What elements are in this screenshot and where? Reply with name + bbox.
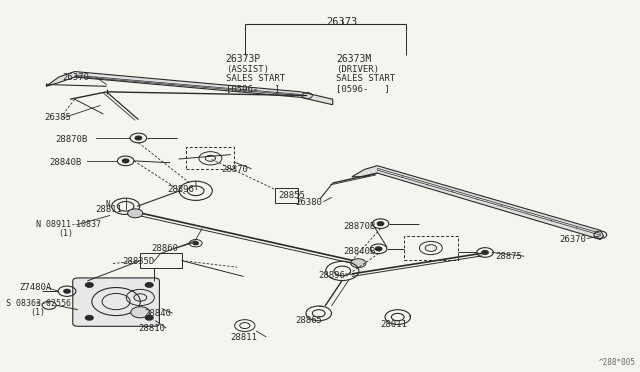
Circle shape (127, 209, 143, 218)
Text: 28810: 28810 (138, 324, 165, 333)
Circle shape (86, 315, 93, 320)
Text: SALES START: SALES START (226, 74, 285, 83)
FancyBboxPatch shape (73, 278, 159, 326)
Circle shape (86, 283, 93, 287)
Text: 28870: 28870 (221, 165, 248, 174)
Circle shape (145, 315, 153, 320)
Text: 28875: 28875 (495, 252, 522, 262)
Text: 26373P: 26373P (226, 54, 261, 64)
Text: 28840: 28840 (145, 309, 172, 318)
Text: [0596-   ]: [0596- ] (336, 84, 390, 93)
Text: S 08363-62556: S 08363-62556 (6, 299, 72, 308)
Text: 28896: 28896 (167, 185, 194, 194)
Text: ^288*005: ^288*005 (598, 358, 636, 367)
Polygon shape (46, 71, 333, 105)
Text: Z7480A: Z7480A (19, 283, 51, 292)
Bar (404, 236, 458, 260)
Text: 28840B: 28840B (49, 157, 81, 167)
Circle shape (376, 247, 382, 251)
Text: (ASSIST): (ASSIST) (226, 65, 269, 74)
Circle shape (145, 283, 153, 287)
Polygon shape (352, 166, 604, 240)
Text: (1): (1) (59, 230, 74, 238)
Bar (140, 253, 182, 268)
Circle shape (131, 307, 150, 318)
Text: 28870B: 28870B (344, 222, 376, 231)
Text: 28811: 28811 (96, 205, 123, 215)
Text: 28860: 28860 (151, 244, 178, 253)
Text: SALES START: SALES START (336, 74, 395, 83)
Circle shape (351, 259, 366, 267)
Circle shape (193, 242, 198, 245)
Text: N: N (106, 201, 110, 209)
Text: 26373: 26373 (326, 17, 358, 27)
Text: (1): (1) (30, 308, 45, 317)
Text: N 08911-10837: N 08911-10837 (36, 220, 101, 229)
Text: 26380: 26380 (296, 198, 323, 207)
Text: [0596-   ]: [0596- ] (226, 84, 280, 93)
Circle shape (64, 289, 70, 293)
Text: 28855: 28855 (278, 191, 305, 200)
Text: 28865: 28865 (296, 316, 323, 325)
Circle shape (482, 251, 488, 254)
Text: 28870B: 28870B (56, 135, 88, 144)
Text: 26373M: 26373M (336, 54, 371, 64)
Text: S: S (36, 301, 40, 307)
Text: 28811: 28811 (231, 333, 258, 342)
Text: 26370: 26370 (62, 73, 89, 81)
Circle shape (122, 159, 129, 163)
Circle shape (135, 136, 141, 140)
Text: 28011: 28011 (381, 320, 408, 329)
Text: 28840B: 28840B (344, 247, 376, 256)
Text: 28896: 28896 (319, 271, 346, 280)
Text: (DRIVER): (DRIVER) (336, 65, 379, 74)
Text: 26385: 26385 (45, 113, 72, 122)
Text: 28835D: 28835D (122, 257, 155, 266)
Circle shape (378, 222, 384, 225)
Bar (186, 147, 234, 169)
Text: 26370: 26370 (559, 235, 586, 244)
